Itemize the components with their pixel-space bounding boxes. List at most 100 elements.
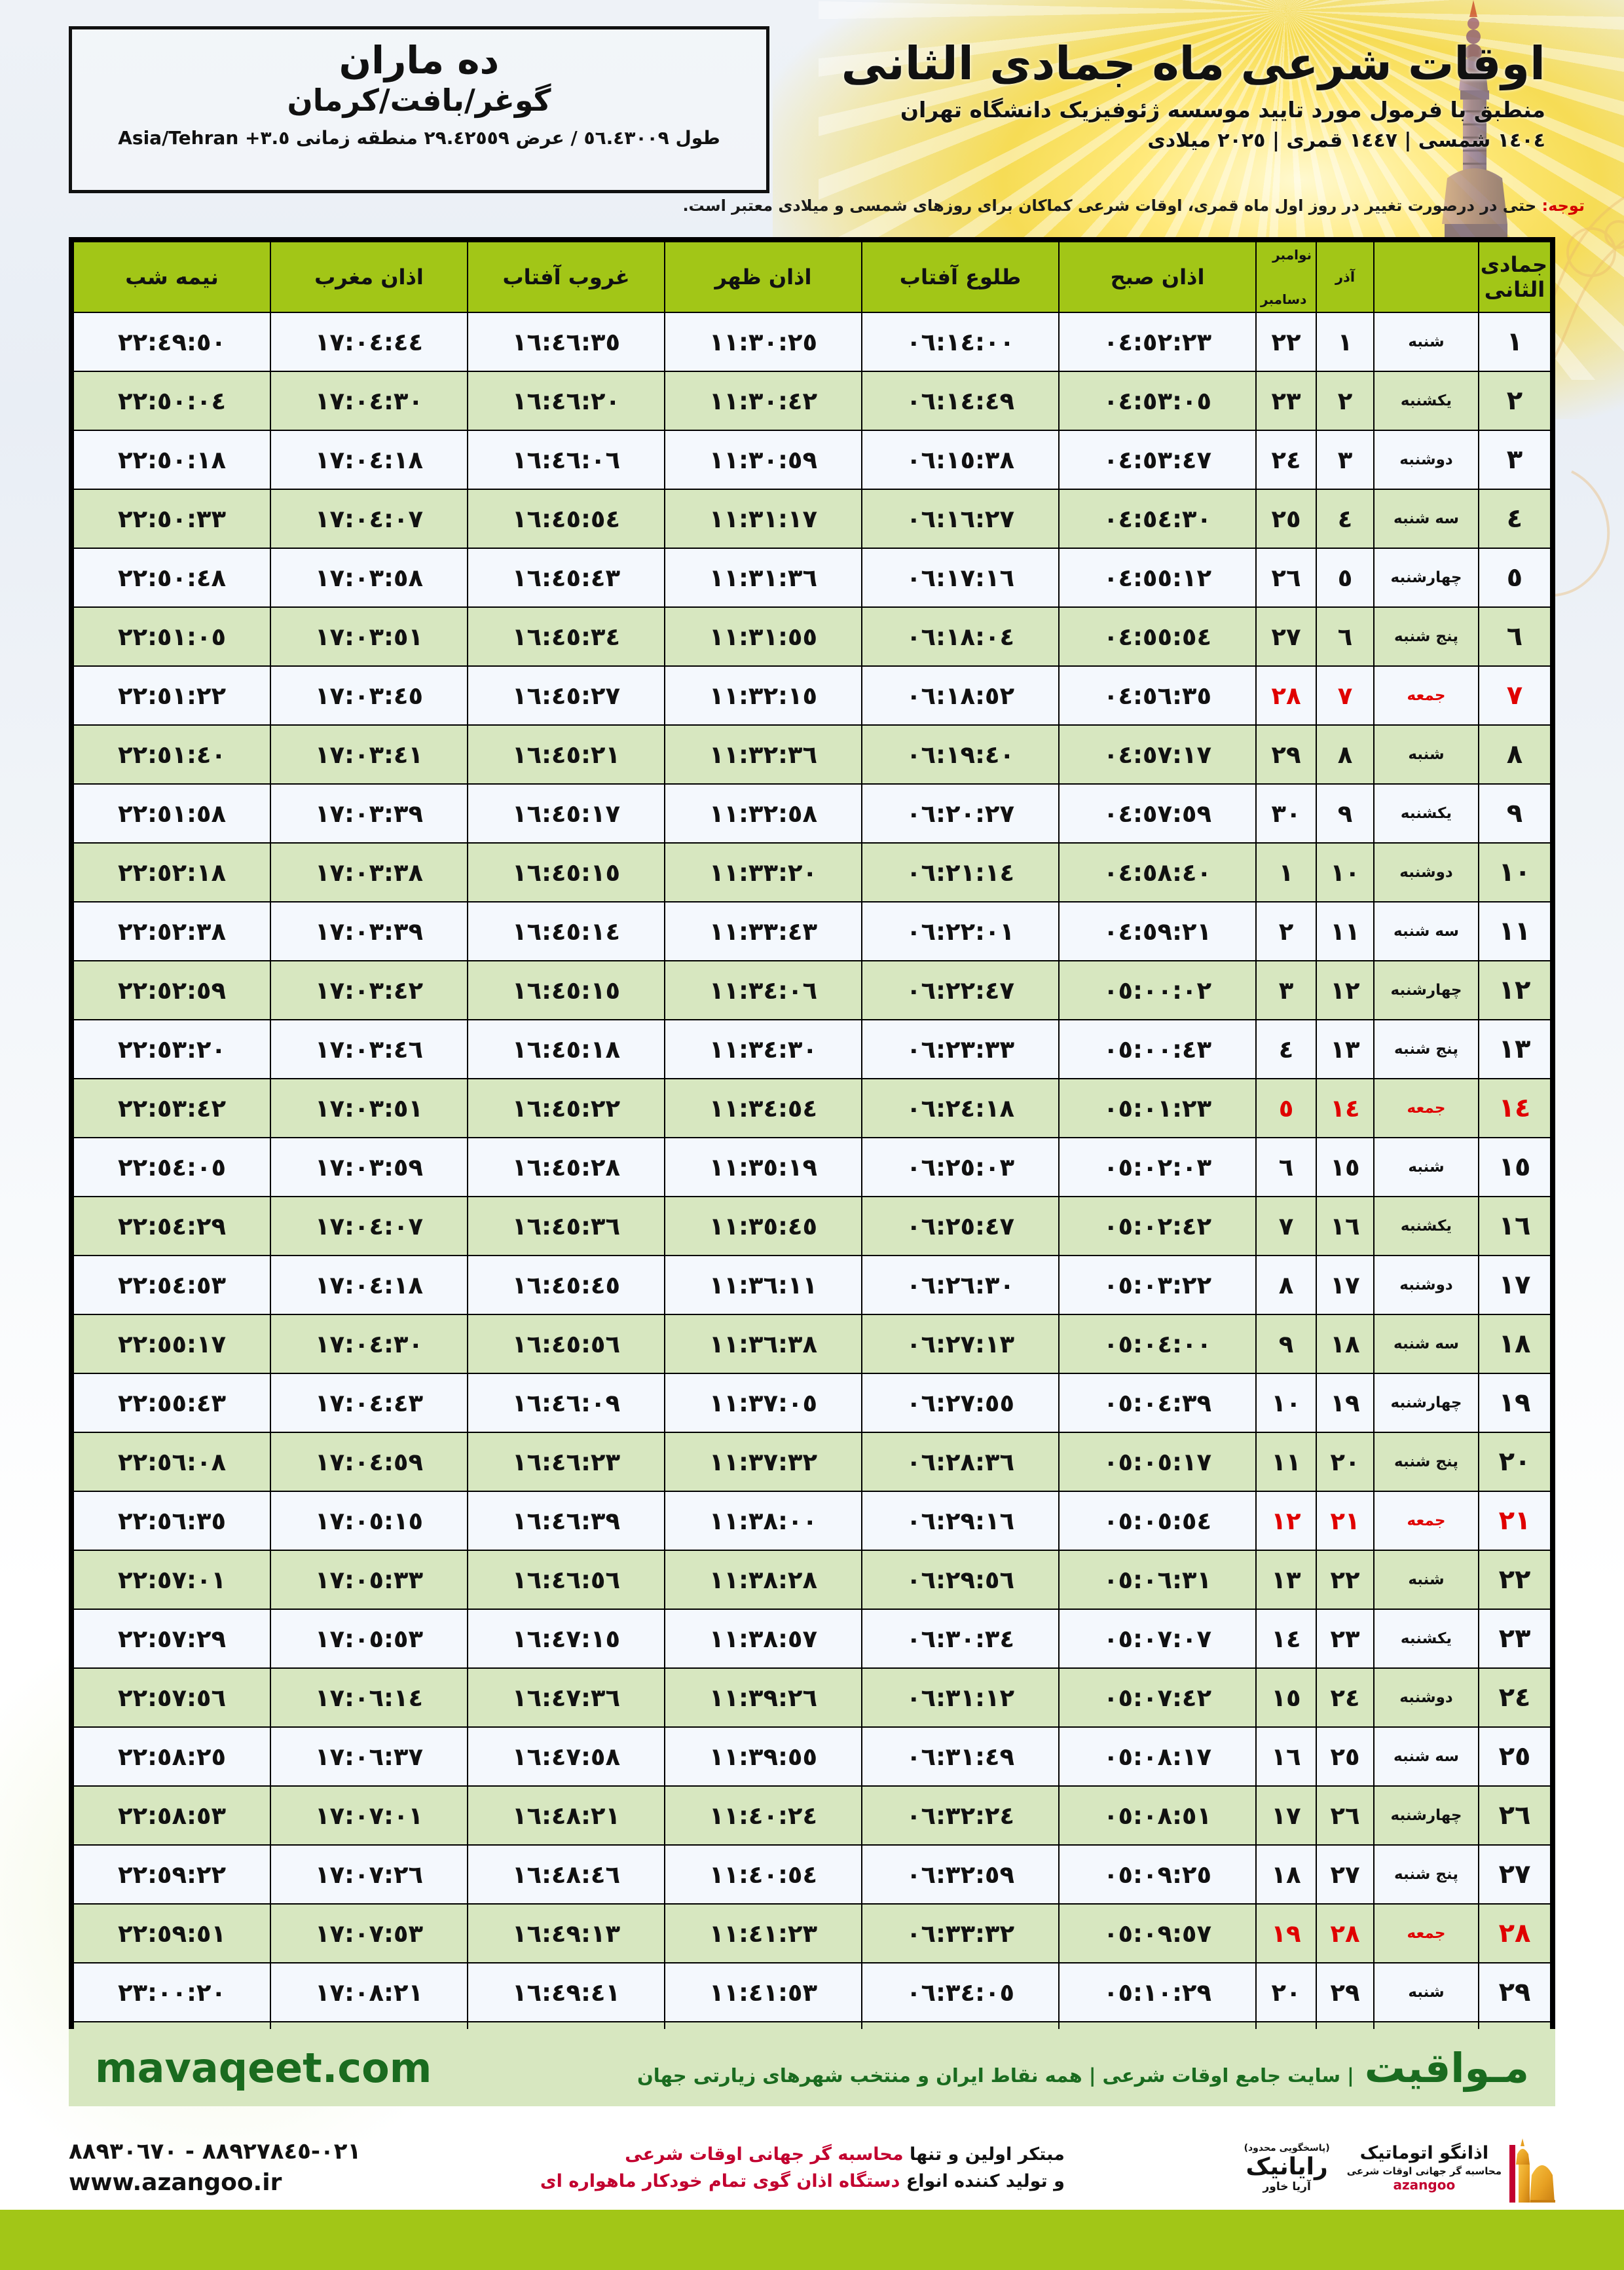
time-midnight: ٢٢:٤٩:٥٠ <box>73 312 271 372</box>
time-fajr: ٠٥:٠٦:٣١ <box>1058 1550 1257 1610</box>
time-maghrib: ١٧:٠٣:٣٩ <box>270 901 468 961</box>
col-header-midnight: نیمه شب <box>73 241 271 313</box>
col-header-dhuhr: اذان ظهر <box>664 241 862 313</box>
time-maghrib: ١٧:٠٤:٣٠ <box>270 371 468 431</box>
time-sunrise: ٠٦:١٤:٠٠ <box>861 312 1060 372</box>
day-gregorian-number: ٦ <box>1255 1137 1317 1197</box>
day-azar-number: ١٦ <box>1316 1196 1375 1256</box>
day-gregorian-number: ٢ <box>1255 901 1317 961</box>
page-title: اوقات شرعی ماه جمادی الثانی <box>841 37 1546 90</box>
day-hijri-number: ٩ <box>1478 783 1551 844</box>
day-hijri-number: ٢٥ <box>1478 1726 1551 1787</box>
day-weekday-name: شنبه <box>1373 312 1479 372</box>
time-midnight: ٢٢:٥١:٢٢ <box>73 665 271 726</box>
table-row: ٢٤ دوشنبه ٢٤ ١٥ ٠٥:٠٧:٤٢ ٠٦:٣١:١٢ ١١:٣٩:٢٦ ١٦:٤… <box>73 1667 1551 1728</box>
day-azar-number: ٢٣ <box>1316 1609 1375 1669</box>
day-azar-number: ٢٠ <box>1316 1432 1375 1492</box>
time-dhuhr: ١١:٤٠:٥٤ <box>664 1844 862 1905</box>
time-dhuhr: ١١:٣٢:١٥ <box>664 665 862 726</box>
day-hijri-number: ٤ <box>1478 489 1551 549</box>
time-sunrise: ٠٦:١٤:٤٩ <box>861 371 1060 431</box>
day-hijri-number: ٢ <box>1478 371 1551 431</box>
day-weekday-name: دوشنبه <box>1373 842 1479 902</box>
time-fajr: ٠٤:٥٤:٣٠ <box>1058 489 1257 549</box>
time-dhuhr: ١١:٣٥:٤٥ <box>664 1196 862 1256</box>
header-subtitle-formula: منطبق با فرمول مورد تایید موسسه ژئوفیزیک… <box>900 97 1545 123</box>
time-maghrib: ١٧:٠٥:١٥ <box>270 1491 468 1551</box>
day-hijri-number: ٢٩ <box>1478 1962 1551 2022</box>
time-sunset: ١٦:٤٩:١٣ <box>467 1903 665 1963</box>
day-azar-number: ٢١ <box>1316 1491 1375 1551</box>
time-sunrise: ٠٦:١٧:١٦ <box>861 548 1060 608</box>
day-hijri-number: ١٣ <box>1478 1019 1551 1079</box>
footer-logos: اذانگو اتوماتیک محاسبه گر جهانی اوقات شر… <box>1244 2134 1555 2203</box>
time-maghrib: ١٧:٠٣:٤١ <box>270 724 468 785</box>
time-sunrise: ٠٦:٢٥:٤٧ <box>861 1196 1060 1256</box>
time-dhuhr: ١١:٤٠:٢٤ <box>664 1785 862 1846</box>
table-row: ٨ شنبه ٨ ٢٩ ٠٤:٥٧:١٧ ٠٦:١٩:٤٠ ١١:٣٢:٣٦ ١٦:٤٥:٢١… <box>73 724 1551 785</box>
table-row: ١٣ پنج شنبه ١٣ ٤ ٠٥:٠٠:٤٣ ٠٦:٢٣:٣٣ ١١:٣٤:٣٠ ١٦:… <box>73 1019 1551 1079</box>
col-header-maghrib: اذان مغرب <box>270 241 468 313</box>
day-hijri-number: ١٩ <box>1478 1373 1551 1433</box>
time-midnight: ٢٢:٥٧:٢٩ <box>73 1609 271 1669</box>
day-weekday-name: دوشنبه <box>1373 430 1479 490</box>
time-sunset: ١٦:٤٨:٤٦ <box>467 1844 665 1905</box>
time-sunrise: ٠٦:١٩:٤٠ <box>861 724 1060 785</box>
time-maghrib: ١٧:٠٤:٤٤ <box>270 312 468 372</box>
day-gregorian-number: ١١ <box>1255 1432 1317 1492</box>
header-subtitle-years: ١٤٠٤ شمسی | ١٤٤٧ قمری | ٢٠٢٥ میلادی <box>1147 129 1545 153</box>
time-fajr: ٠٥:٠٤:٣٩ <box>1058 1373 1257 1433</box>
footer-domain[interactable]: mavaqeet.com <box>95 2043 432 2092</box>
day-weekday-name: پنج شنبه <box>1373 1844 1479 1905</box>
time-fajr: ٠٥:٠٩:٥٧ <box>1058 1903 1257 1963</box>
contact-website[interactable]: www.azangoo.ir <box>69 2169 282 2197</box>
day-weekday-name: یکشنبه <box>1373 371 1479 431</box>
azangoo-text: اذانگو اتوماتیک محاسبه گر جهانی اوقات شر… <box>1347 2144 1502 2193</box>
time-fajr: ٠٥:٠٥:١٧ <box>1058 1432 1257 1492</box>
time-fajr: ٠٤:٥٣:٠٥ <box>1058 371 1257 431</box>
time-maghrib: ١٧:٠٣:٤٦ <box>270 1019 468 1079</box>
time-fajr: ٠٥:٠٣:٢٢ <box>1058 1255 1257 1315</box>
time-fajr: ٠٥:٠٨:٥١ <box>1058 1785 1257 1846</box>
day-azar-number: ١٧ <box>1316 1255 1375 1315</box>
day-hijri-number: ٨ <box>1478 724 1551 785</box>
day-weekday-name: جمعه <box>1373 1078 1479 1138</box>
day-azar-number: ١٢ <box>1316 960 1375 1020</box>
time-sunrise: ٠٦:٣٣:٣٢ <box>861 1903 1060 1963</box>
time-midnight: ٢٢:٥٣:٢٠ <box>73 1019 271 1079</box>
day-azar-number: ٢٦ <box>1316 1785 1375 1846</box>
time-sunrise: ٠٦:٢٧:١٣ <box>861 1314 1060 1374</box>
day-gregorian-number: ٥ <box>1255 1078 1317 1138</box>
day-weekday-name: یکشنبه <box>1373 1196 1479 1256</box>
day-azar-number: ٩ <box>1316 783 1375 844</box>
time-sunset: ١٦:٤٥:١٧ <box>467 783 665 844</box>
day-gregorian-number: ١٧ <box>1255 1785 1317 1846</box>
time-fajr: ٠٥:٠٥:٥٤ <box>1058 1491 1257 1551</box>
day-hijri-number: ٢٣ <box>1478 1609 1551 1669</box>
time-dhuhr: ١١:٣٤:٣٠ <box>664 1019 862 1079</box>
col-header-fajr: اذان صبح <box>1058 241 1257 313</box>
time-dhuhr: ١١:٣٨:٥٧ <box>664 1609 862 1669</box>
time-dhuhr: ١١:٣٠:٤٢ <box>664 371 862 431</box>
day-weekday-name: چهارشنبه <box>1373 1373 1479 1433</box>
time-fajr: ٠٥:٠٧:٤٢ <box>1058 1667 1257 1728</box>
time-sunrise: ٠٦:٢٠:٢٧ <box>861 783 1060 844</box>
slogan-line-1-highlight: محاسبه گر جهانی اوقات شرعی <box>625 2144 904 2165</box>
table-row: ١٠ دوشنبه ١٠ ١ ٠٤:٥٨:٤٠ ٠٦:٢١:١٤ ١١:٣٣:٢٠ ١٦:٤٥… <box>73 842 1551 902</box>
day-hijri-number: ٥ <box>1478 548 1551 608</box>
day-weekday-name: پنج شنبه <box>1373 606 1479 667</box>
time-dhuhr: ١١:٣٦:٣٨ <box>664 1314 862 1374</box>
day-gregorian-number: ٢٨ <box>1255 665 1317 726</box>
col-header-sunset: غروب آفتاب <box>467 241 665 313</box>
day-gregorian-number: ١٨ <box>1255 1844 1317 1905</box>
day-azar-number: ١٤ <box>1316 1078 1375 1138</box>
day-azar-number: ٨ <box>1316 724 1375 785</box>
day-hijri-number: ١٤ <box>1478 1078 1551 1138</box>
day-weekday-name: سه شنبه <box>1373 901 1479 961</box>
time-fajr: ٠٥:٠٤:٠٠ <box>1058 1314 1257 1374</box>
slogan-line-1: مبتکر اولین و تنها محاسبه گر جهانی اوقات… <box>540 2142 1065 2168</box>
day-gregorian-number: ٢٤ <box>1255 430 1317 490</box>
table-row: ١١ سه شنبه ١١ ٢ ٠٤:٥٩:٢١ ٠٦:٢٢:٠١ ١١:٣٣:٤٣ ١٦:٤… <box>73 901 1551 961</box>
day-azar-number: ٢٤ <box>1316 1667 1375 1728</box>
time-maghrib: ١٧:٠٦:١٤ <box>270 1667 468 1728</box>
